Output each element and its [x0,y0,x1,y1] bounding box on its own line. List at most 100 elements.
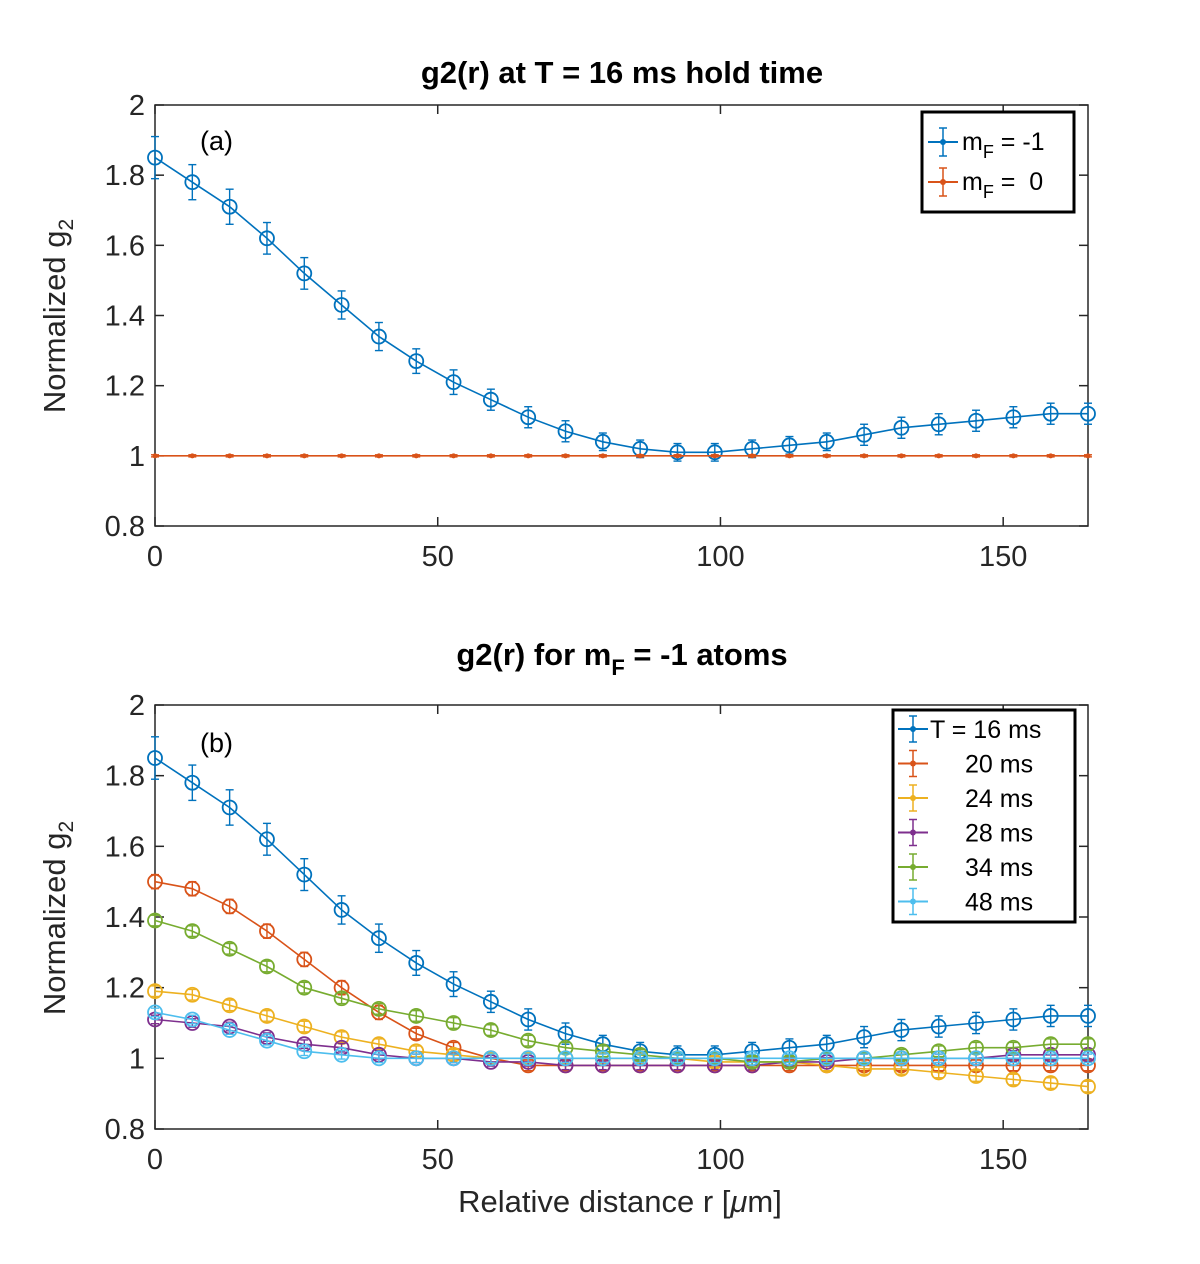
panel-b-data-point [1042,1050,1059,1067]
panel-b-data-point [1042,1075,1059,1091]
panel-b-data-point [147,1004,163,1021]
panel-b-label: (b) [200,728,233,758]
panel-a-y-axis-label: Normalized g2 [37,219,78,413]
legend-a-1-rest: = -1 [994,128,1045,156]
panel-b-data-point [1005,1071,1022,1088]
panel-b-data-point [1042,1008,1059,1024]
panel-b-data-point [147,983,163,1000]
panel-a-data-point [600,453,606,459]
panel-a-data-point [563,453,569,459]
panel-b-data-point [856,1050,872,1067]
panel-a-data-point [674,453,680,459]
panel-b-data-point [1005,1050,1022,1067]
panel-a-data-point [488,453,494,459]
panel-b-x-tick-label: 50 [422,1144,454,1176]
panel-b-data-point [632,1050,649,1067]
panel-a-data-point [184,174,201,191]
panel-a-y-tick-label: 1.2 [105,371,145,403]
panel-b-data-point [930,1050,947,1067]
panel-a-data-point [376,453,382,459]
panel-b-series-3 [147,1011,1096,1074]
panel-b: g2(r) for mF = -1 atoms Normalized g2 0 5… [37,637,1096,1219]
legend-b-label-2: 24 ms [965,785,1033,813]
legend-b-label-1: 20 ms [965,751,1033,779]
panel-a-x-tick-label: 150 [979,541,1027,573]
panel-a-series [147,135,1096,462]
panel-a-data-point [264,453,270,459]
panel-b-data-point [445,1050,462,1067]
panel-a-data-point [371,328,387,345]
panel-b-data-point [296,951,313,968]
svg-text:mF = -1: mF = -1 [962,128,1045,162]
panel-b-data-point [147,912,163,929]
panel-a-data-point [893,419,910,436]
panel-a-data-point [818,433,835,450]
panel-a-title: g2(r) at T = 16 ms hold time [421,55,823,90]
panel-b-y-axis-label-main: Normalized g [37,833,72,1016]
panel-b-data-point [520,1050,537,1067]
panel-a-data-point [520,409,537,426]
panel-b-series-4 [147,912,1096,1070]
panel-b-y-axis-label: Normalized g2 [37,821,78,1015]
panel-b-data-point [1005,1011,1022,1028]
panel-b-y-tick-label: 1 [129,1043,145,1075]
panel-b-data-point [371,1050,387,1067]
panel-b-y-axis-label-sub: 2 [55,821,78,833]
legend-b-label-5: 48 ms [965,889,1033,917]
panel-a-data-point [669,444,686,461]
panel-a-data-point [637,453,643,459]
panel-a-data-point [451,453,457,459]
panel-b-data-point [408,1050,425,1067]
panel-b-data-point [445,976,462,993]
panel-a-x-tick-label: 0 [147,541,163,573]
panel-b-series-4-line [154,919,1088,1063]
panel-a-data-point [1010,453,1016,459]
panel-b-x-axis-label-mu: μ [729,1184,747,1219]
panel-b-legend: T = 16 ms 20 ms 24 ms 28 ms 34 ms 48 ms [891,708,1077,924]
panel-b-x-tick-label: 0 [147,1144,163,1176]
panel-a-y-axis-label-sub: 2 [55,219,78,231]
panel-b-data-point [296,979,313,996]
panel-a-data-point [147,149,163,166]
svg-text:mF = 0: mF = 0 [962,168,1043,202]
panel-b-data-point [259,1008,275,1024]
panel-b-x-tick-label: 100 [696,1144,744,1176]
panel-a-data-point [221,198,238,215]
panel-b-x-axis-label-main: Relative distance r [ [458,1184,731,1219]
legend-b-entry-1: 20 ms [898,749,1033,779]
legend-entry-mf-minus1: mF = -1 [928,127,1045,162]
panel-a-data-point [898,453,904,459]
panel-b-axis-ticks: 0 50 100 150 0.8 1 1.2 1.4 1.6 1.8 2 [105,690,1088,1176]
panel-b-data-point [557,1050,574,1067]
panel-a-data-point [930,416,947,433]
panel-b-series-2-line [154,990,1089,1088]
panel-b-data-point [818,1050,835,1067]
panel-b-data-point [408,1025,425,1042]
legend-b-label-3: 28 ms [965,820,1033,848]
panel-b-data-point [1080,1008,1096,1024]
panel-a-data-point [482,391,499,408]
panel-b-data-point [1080,1050,1096,1067]
panel-a-axis-ticks: 0 50 100 150 0.8 1 1.2 1.4 1.6 1.8 2 [105,90,1088,573]
legend-b-label-0: T = 16 ms [930,716,1041,744]
panel-b-data-point [482,1050,499,1067]
panel-b-data-point [221,898,238,915]
panel-a-data-point [1005,409,1022,426]
panel-a-legend-box [920,110,1076,214]
panel-a-y-tick-label: 1 [129,441,145,473]
panel-b-data-point [259,958,275,975]
panel-a-y-tick-label: 2 [129,90,145,122]
legend-b-entry-2: 24 ms [898,784,1033,813]
panel-b-data-point [333,1046,350,1063]
panel-b-legend-box [891,708,1077,924]
panel-b-series-2 [147,983,1096,1095]
panel-b-data-point [147,750,163,766]
panel-b-data-point [408,1008,425,1024]
panel-b-title-rest: = -1 atoms [625,637,788,672]
panel-b-data-point [706,1050,723,1067]
panel-a-data-point [594,433,611,450]
panel-b-data-point [184,880,201,897]
panel-a-data-point [557,423,574,440]
panel-a-legend: mF = -1 mF = 0 [920,110,1076,214]
panel-b-title: g2(r) for mF = -1 atoms [456,637,787,680]
